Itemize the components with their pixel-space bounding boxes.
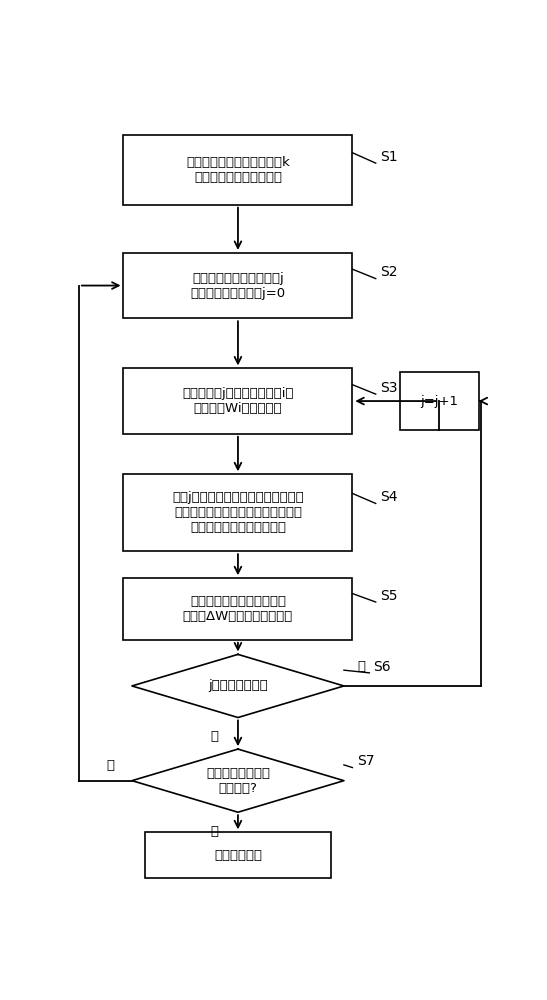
- Text: 各聚类中心的权重
是否改变?: 各聚类中心的权重 是否改变?: [206, 767, 270, 795]
- Text: j=j+1: j=j+1: [420, 395, 458, 408]
- Text: 输出聚类结果: 输出聚类结果: [214, 849, 262, 862]
- Bar: [400, 372, 479, 430]
- Text: 是: 是: [211, 730, 219, 743]
- Text: 将第j个待分类数据划分到与其距离最
短的聚类中心所在的类上，并将该聚
类中心作为待更新聚类中心: 将第j个待分类数据划分到与其距离最 短的聚类中心所在的类上，并将该聚 类中心作为…: [172, 491, 304, 534]
- Text: S6: S6: [374, 660, 391, 674]
- Text: S4: S4: [380, 490, 398, 504]
- Text: S1: S1: [380, 150, 398, 164]
- Text: 从待分类数据集中随机选取k
个数据作为初始聚类中心: 从待分类数据集中随机选取k 个数据作为初始聚类中心: [186, 156, 290, 184]
- Text: 否: 否: [211, 825, 219, 838]
- Text: 计算待更新聚类中心权重的
变化值ΔW，并对其进行更新: 计算待更新聚类中心权重的 变化值ΔW，并对其进行更新: [183, 595, 293, 623]
- Polygon shape: [132, 654, 344, 718]
- Text: 是: 是: [107, 759, 115, 772]
- Bar: [124, 368, 352, 434]
- Bar: [124, 135, 352, 205]
- Text: 否: 否: [357, 660, 365, 673]
- Text: S7: S7: [357, 754, 374, 768]
- Text: 选取待分类数据集中的第j
个待分类数据，其中j=0: 选取待分类数据集中的第j 个待分类数据，其中j=0: [190, 272, 286, 300]
- Bar: [145, 832, 331, 878]
- Text: S3: S3: [380, 381, 398, 395]
- Bar: [124, 578, 352, 640]
- Text: j是否达到最大值: j是否达到最大值: [208, 679, 268, 692]
- Bar: [124, 253, 352, 318]
- Text: 依次计算第j个待分类数据与i个
聚类中心Wi的欧氏距离: 依次计算第j个待分类数据与i个 聚类中心Wi的欧氏距离: [182, 387, 294, 415]
- Text: S5: S5: [380, 589, 398, 603]
- Bar: [124, 474, 352, 551]
- Text: S2: S2: [380, 265, 398, 279]
- Polygon shape: [132, 749, 344, 812]
